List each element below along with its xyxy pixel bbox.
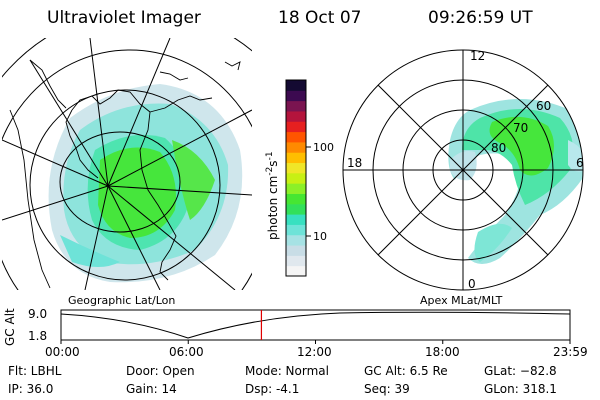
x-tick-1200: 12:00 bbox=[297, 345, 332, 359]
ip-field: IP: 36.0 bbox=[8, 382, 54, 396]
colorbar-segment bbox=[286, 100, 306, 112]
colorbar-segment bbox=[286, 193, 306, 205]
colorbar-segment bbox=[286, 214, 306, 225]
mode-field: Mode: Normal bbox=[245, 364, 329, 378]
colorbar bbox=[285, 79, 307, 277]
gc-alt-field: GC Alt: 6.5 Re bbox=[364, 364, 448, 378]
colorbar-segment bbox=[286, 162, 306, 174]
map-grid bbox=[2, 38, 252, 290]
glat-field: GLat: −82.8 bbox=[484, 364, 557, 378]
right-panel-label: Apex MLat/MLT bbox=[420, 294, 503, 307]
mlt-label-left: 18 bbox=[347, 156, 362, 170]
colorbar-segment bbox=[286, 234, 306, 246]
colorbar-unit-label: photon cm-2s-1 bbox=[265, 151, 280, 240]
timeline-axis-label: GC Alt bbox=[3, 308, 17, 346]
filter-field: Flt: LBHL bbox=[8, 364, 62, 378]
colorbar-segment bbox=[286, 224, 306, 236]
colorbar-segment bbox=[286, 121, 306, 133]
colorbar-segment bbox=[286, 183, 306, 194]
apex-polar-plot bbox=[342, 49, 584, 291]
colorbar-segment bbox=[286, 110, 306, 122]
mlt-label-bottom: 0 bbox=[468, 277, 476, 291]
timeline-x-ticks bbox=[60, 340, 571, 344]
date-label: 18 Oct 07 bbox=[278, 8, 362, 28]
colorbar-segment bbox=[286, 152, 306, 164]
seq-field: Seq: 39 bbox=[364, 382, 410, 396]
lat-label-80: 80 bbox=[491, 141, 506, 155]
colorbar-segment bbox=[286, 255, 306, 267]
coastlines bbox=[9, 59, 241, 289]
glon-field: GLon: 318.1 bbox=[484, 382, 557, 396]
colorbar-frame bbox=[285, 79, 307, 277]
x-tick-1800: 18:00 bbox=[425, 345, 460, 359]
gain-field: Gain: 14 bbox=[126, 382, 177, 396]
y-tick-max: 9.0 bbox=[28, 307, 47, 321]
lat-label-60: 60 bbox=[536, 99, 551, 113]
y-tick-min: 1.8 bbox=[28, 329, 47, 343]
colorbar-segment bbox=[286, 131, 306, 143]
colorbar-segment bbox=[286, 172, 306, 184]
geographic-map bbox=[2, 38, 252, 290]
colorbar-segment bbox=[286, 141, 306, 153]
mlt-label-right: 6 bbox=[576, 156, 584, 170]
emission-blob-left bbox=[48, 84, 243, 283]
x-tick-0600: 06:00 bbox=[169, 345, 204, 359]
colorbar-segment bbox=[286, 80, 306, 91]
x-tick-0000: 00:00 bbox=[45, 345, 80, 359]
left-panel-label: Geographic Lat/Lon bbox=[68, 294, 175, 307]
colorbar-segment bbox=[286, 245, 306, 256]
door-field: Door: Open bbox=[126, 364, 195, 378]
colorbar-segment bbox=[286, 90, 306, 102]
mlt-label-top: 12 bbox=[470, 49, 485, 63]
colorbar-segment bbox=[286, 265, 306, 277]
x-tick-2359: 23:59 bbox=[553, 345, 588, 359]
colorbar-ticks bbox=[306, 146, 311, 237]
time-label: 09:26:59 UT bbox=[428, 8, 533, 28]
colorbar-tick-10: 10 bbox=[313, 230, 327, 243]
colorbar-segment bbox=[286, 203, 306, 215]
altitude-curve bbox=[60, 311, 571, 339]
dsp-field: Dsp: -4.1 bbox=[245, 382, 300, 396]
colorbar-tick-100: 100 bbox=[313, 141, 334, 154]
polar-grid bbox=[342, 49, 584, 291]
lat-label-70: 70 bbox=[513, 121, 528, 135]
altitude-timeline bbox=[60, 309, 571, 344]
instrument-title: Ultraviolet Imager bbox=[47, 8, 201, 28]
